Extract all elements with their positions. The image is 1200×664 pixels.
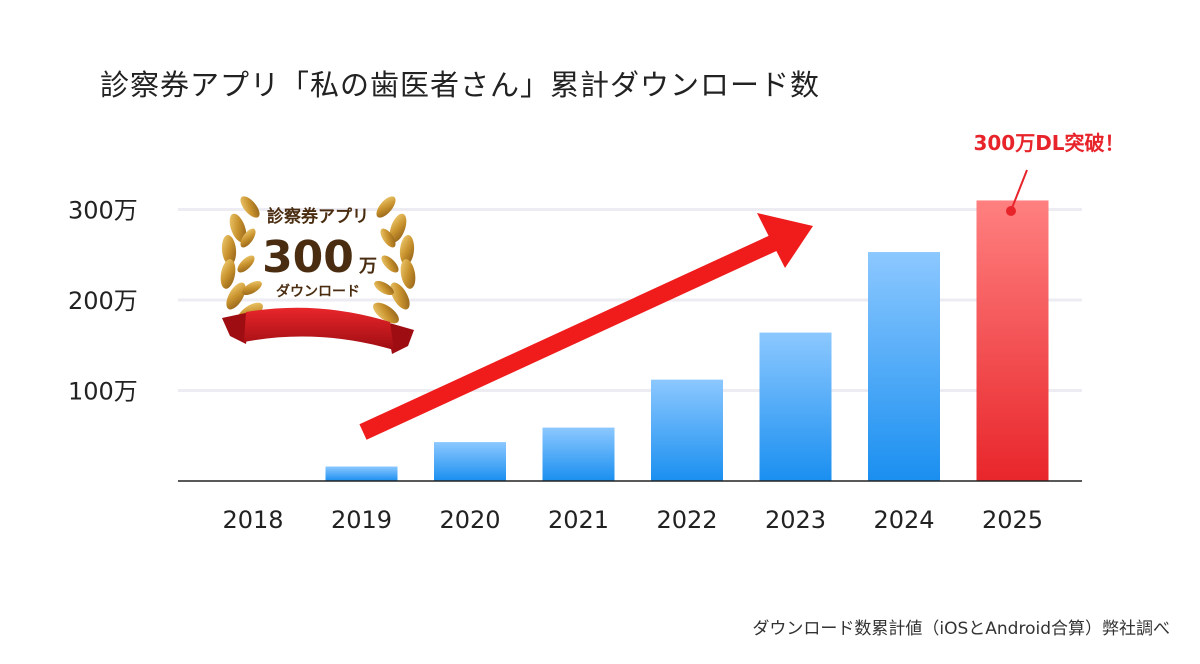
x-tick-label: 2022 [656, 506, 717, 534]
bar-2024 [868, 252, 940, 481]
bar-2020 [434, 442, 506, 481]
x-tick-label: 2021 [548, 506, 609, 534]
x-tick-label: 2019 [331, 506, 392, 534]
callout-marker [1006, 206, 1016, 216]
ribbon-banner [222, 307, 414, 354]
x-tick-label: 2024 [873, 506, 934, 534]
bars [325, 200, 1049, 481]
callout-leader-line [1011, 169, 1028, 209]
y-axis-ticks: 100万 200万 300万 [68, 197, 138, 406]
source-footnote: ダウンロード数累計値（iOSとAndroid合算）弊社調べ [752, 619, 1170, 639]
bar-2021 [542, 427, 615, 481]
bar-2022 [651, 379, 723, 481]
x-tick-label: 2025 [982, 506, 1043, 534]
chart-title: 診察券アプリ「私の歯医者さん」累計ダウンロード数 [100, 68, 821, 102]
badge-unit: 万 [358, 256, 377, 277]
bar-2025 [976, 200, 1049, 481]
bar-2019 [325, 466, 398, 481]
bar-2023 [759, 332, 832, 481]
award-badge: 診察券アプリ 300 万 ダウンロード [220, 196, 416, 354]
callout-label: 300万DL突破！ [973, 131, 1124, 155]
badge-line3: ダウンロード [276, 283, 360, 300]
y-tick-label: 300万 [68, 197, 138, 225]
y-tick-label: 200万 [68, 287, 138, 315]
badge-line1: 診察券アプリ [267, 206, 369, 227]
x-tick-label: 2018 [222, 506, 283, 534]
x-axis-ticks: 2018 2019 2020 2021 2022 2023 2024 2025 [222, 506, 1043, 534]
y-tick-label: 100万 [68, 378, 138, 406]
laurel-wreath-icon [220, 196, 416, 324]
trend-arrow [359, 213, 813, 440]
x-tick-label: 2023 [765, 506, 826, 534]
badge-number: 300 [262, 232, 354, 283]
x-tick-label: 2020 [439, 506, 500, 534]
